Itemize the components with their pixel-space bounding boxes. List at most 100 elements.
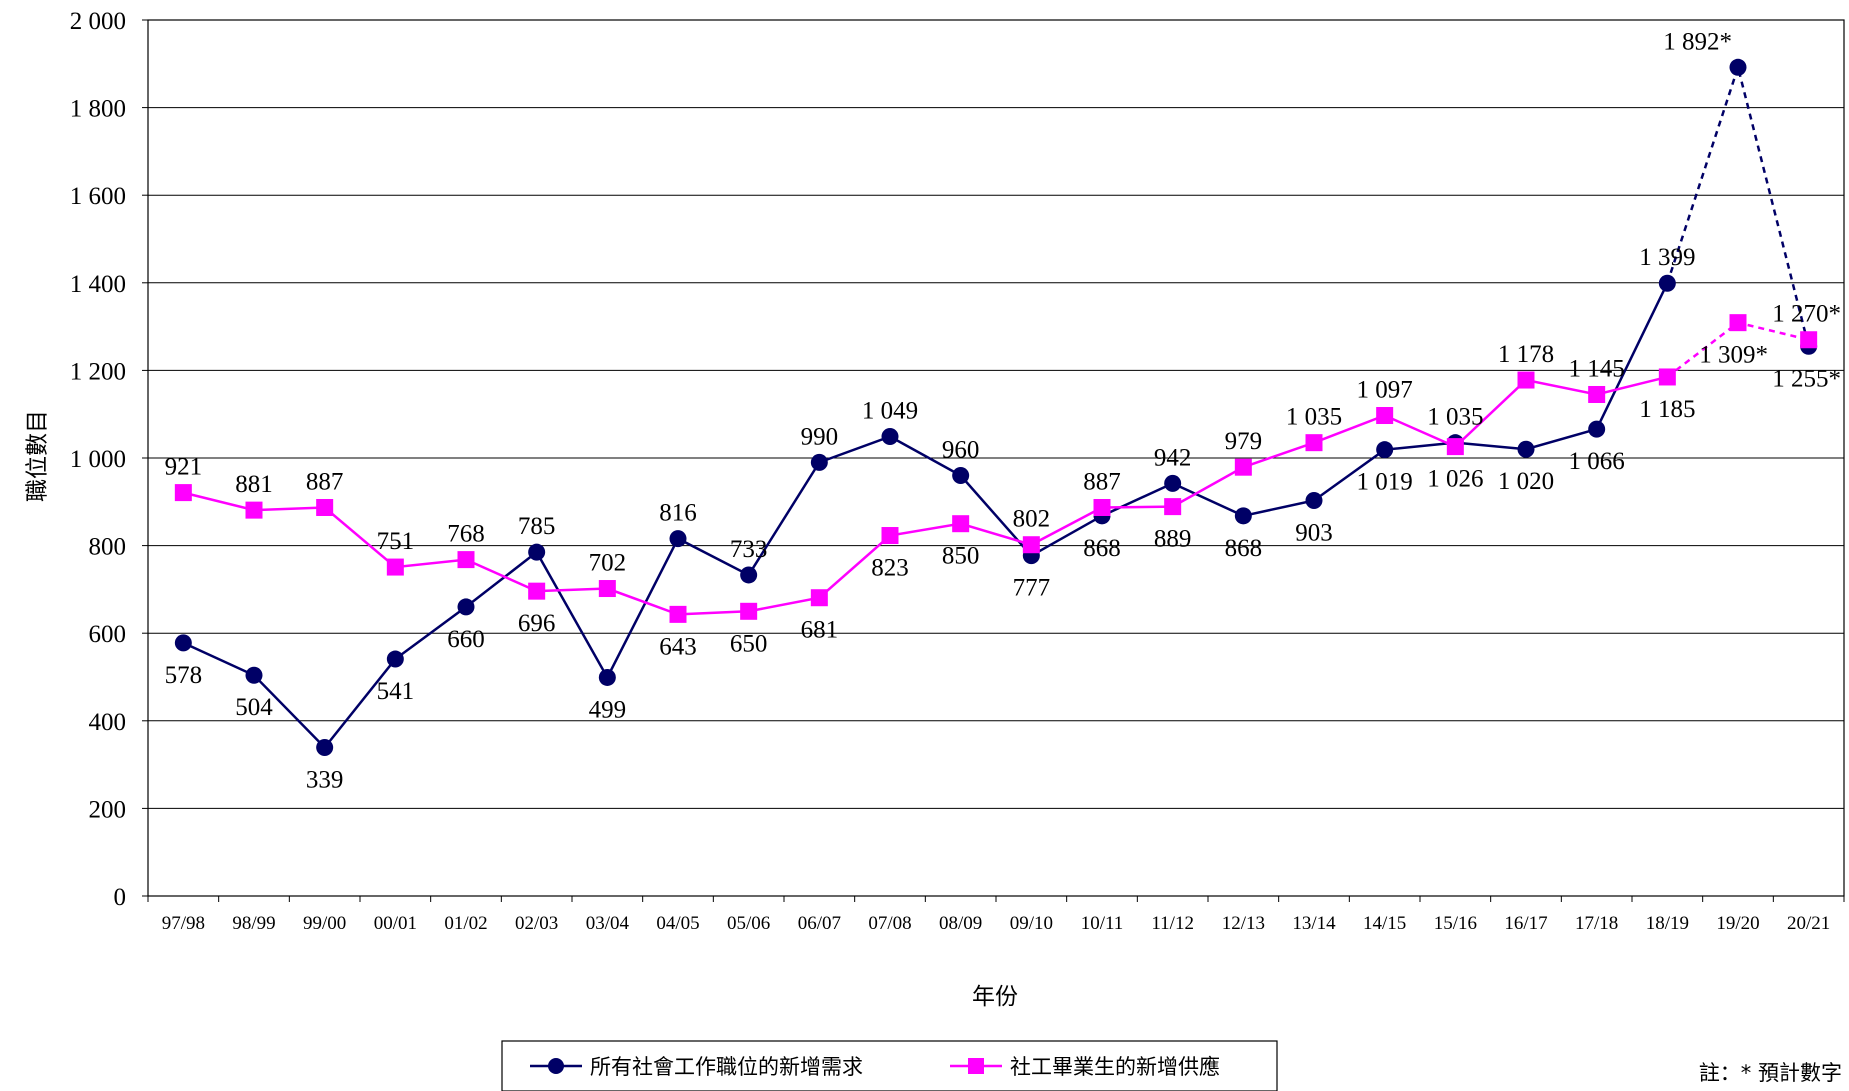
data-label-demand: 990 [801,423,839,450]
data-point-supply [316,498,334,516]
y-tick-label: 200 [89,796,127,823]
data-label-supply: 1 035 [1286,404,1342,431]
data-label-demand: 1 892* [1663,28,1732,55]
data-point-demand [528,543,546,561]
data-point-supply [952,515,970,533]
x-tick-label: 12/13 [1222,913,1265,934]
series-line-projected-0 [1666,62,1810,347]
data-label-supply: 650 [730,630,768,657]
data-point-supply [1800,331,1818,349]
data-point-demand [1658,274,1676,292]
data-point-demand [457,598,475,616]
data-point-supply [1093,498,1111,516]
x-tick-label: 03/04 [586,913,630,934]
x-tick-label: 08/09 [939,913,982,934]
data-point-supply [457,551,475,569]
data-point-demand [952,467,970,485]
data-label-demand: 785 [518,513,556,540]
x-tick-label: 98/99 [232,913,275,934]
data-point-supply [810,589,828,607]
legend-label-supply: 社工畢業生的新增供應 [1010,1055,1220,1079]
data-label-supply: 802 [1013,506,1051,533]
legend: 所有社會工作職位的新增需求 社工畢業生的新增供應 [501,1040,1278,1091]
data-label-supply: 921 [165,454,203,481]
x-tick-label: 01/02 [444,913,487,934]
x-tick-label: 16/17 [1504,913,1547,934]
data-label-supply: 823 [871,555,909,582]
data-label-demand: 578 [165,662,203,689]
series-layer [174,58,1818,757]
x-tick-label: 11/12 [1151,913,1194,934]
data-point-demand [1164,474,1182,492]
data-point-demand [598,668,616,686]
data-point-demand [1234,507,1252,525]
data-label-demand: 1 035 [1427,404,1483,431]
data-point-supply [598,580,616,598]
data-point-supply [1517,371,1535,389]
data-point-supply [1446,438,1464,456]
x-tick-label: 20/21 [1787,913,1830,934]
data-label-demand: 499 [589,696,627,723]
data-label-supply: 979 [1225,428,1263,455]
data-point-supply [386,558,404,576]
data-point-demand [386,650,404,668]
data-label-demand: 868 [1225,535,1263,562]
data-point-supply [1164,498,1182,516]
data-point-supply [245,501,263,519]
data-label-demand: 777 [1013,575,1051,602]
data-point-supply [1022,536,1040,554]
data-point-demand [810,453,828,471]
data-label-supply: 1 097 [1357,377,1413,404]
series-line-0 [182,282,1669,750]
data-label-demand: 541 [377,678,415,705]
data-point-demand [1305,491,1323,509]
data-point-supply [1588,385,1606,403]
data-point-demand [1588,420,1606,438]
data-label-supply: 887 [306,468,344,495]
data-point-supply [740,602,758,620]
x-tick-label: 06/07 [798,913,841,934]
data-label-supply: 1 185 [1639,396,1695,423]
legend-label-demand: 所有社會工作職位的新增需求 [590,1055,863,1079]
data-label-demand: 1 019 [1357,469,1413,496]
data-point-supply [1376,407,1394,425]
x-tick-label: 05/06 [727,913,770,934]
footnote: 註：* 預計數字 [1699,1061,1842,1085]
data-label-demand: 660 [447,626,485,653]
data-point-demand [740,566,758,584]
data-label-demand: 504 [235,694,273,721]
legend-box [501,1040,1278,1091]
data-point-supply [528,582,546,600]
data-point-supply [1305,434,1323,452]
x-tick-label: 09/10 [1010,913,1053,934]
y-tick-label: 1 200 [70,358,126,385]
y-tick-label: 1 600 [70,183,126,210]
y-axis-tick-labels: 0 200 400 600 800 1 000 1 200 1 400 1 600 1 800 2 … [70,8,126,911]
x-tick-label: 15/16 [1434,913,1477,934]
data-label-supply: 696 [518,610,556,637]
y-tick-label: 1 800 [70,96,126,123]
x-tick-label: 02/03 [515,913,558,934]
data-label-supply: 1 270* [1772,301,1841,328]
legend-marker-supply [968,1058,984,1074]
data-label-supply: 1 145 [1569,355,1625,382]
data-label-supply: 889 [1154,526,1192,553]
x-tick-label: 13/14 [1292,913,1336,934]
data-point-supply [1729,314,1747,332]
y-tick-label: 0 [114,884,127,911]
data-label-demand: 816 [659,500,697,527]
data-label-supply: 850 [942,543,980,570]
data-label-supply: 881 [235,471,273,498]
y-tick-label: 2 000 [70,8,126,35]
data-point-demand [1376,441,1394,459]
data-label-supply: 702 [589,550,627,577]
x-tick-label: 18/19 [1646,913,1689,934]
data-label-demand: 1 066 [1569,448,1625,475]
data-label-demand: 942 [1154,444,1192,471]
data-point-supply [881,527,899,545]
x-axis-title: 年份 [972,984,1018,1010]
data-label-supply: 1 026 [1427,466,1483,493]
data-point-supply [1658,368,1676,386]
y-axis-title: 職位數目 [25,410,51,502]
